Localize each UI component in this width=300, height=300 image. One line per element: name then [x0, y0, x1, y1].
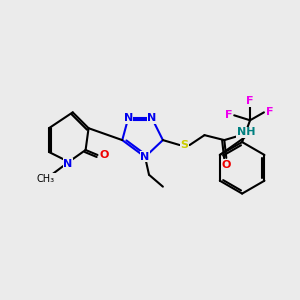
Text: CH₃: CH₃ — [37, 174, 55, 184]
Text: S: S — [181, 140, 189, 150]
Text: O: O — [100, 150, 109, 160]
Text: F: F — [266, 107, 274, 117]
Text: F: F — [224, 110, 232, 120]
Text: N: N — [140, 152, 150, 162]
Text: F: F — [246, 97, 254, 106]
Text: O: O — [222, 160, 231, 170]
Text: N: N — [147, 113, 157, 123]
Text: NH: NH — [237, 127, 255, 137]
Text: N: N — [63, 159, 72, 169]
Text: N: N — [124, 113, 133, 123]
